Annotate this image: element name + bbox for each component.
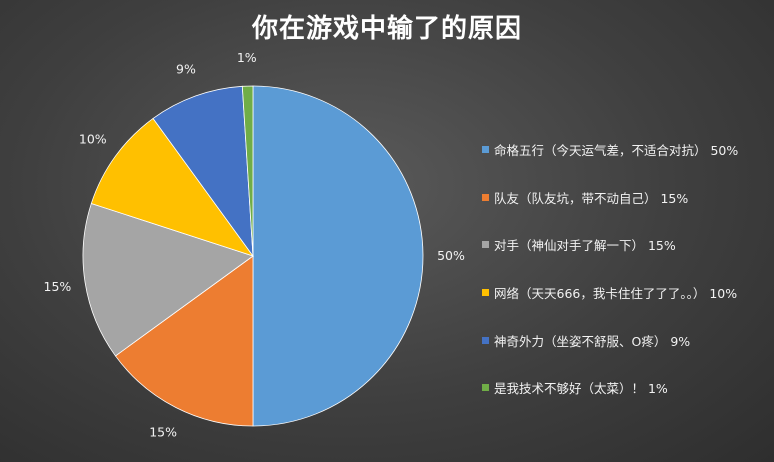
legend-swatch	[482, 384, 489, 392]
legend-label: 队友（队友坑，带不动自己） 15%	[494, 190, 689, 206]
pie-slice	[252, 85, 424, 427]
legend-swatch	[482, 193, 489, 201]
legend-item: 网络（天天666，我卡住住了了了。。） 10%	[482, 269, 772, 317]
legend-label: 网络（天天666，我卡住住了了了。。） 10%	[494, 286, 738, 302]
legend-label: 是我技术不够好（太菜）！ 1%	[494, 381, 668, 397]
slice-data-label: 9%	[176, 62, 196, 77]
slice-data-label: 1%	[237, 50, 257, 65]
legend-item: 队友（队友坑，带不动自己） 15%	[482, 174, 772, 222]
legend-item: 是我技术不够好（太菜）！ 1%	[482, 364, 772, 412]
slice-data-label: 15%	[149, 424, 177, 439]
pie-slice	[114, 255, 254, 427]
legend-item: 神奇外力（坐姿不舒服、O疼） 9%	[482, 316, 772, 364]
slice-data-label: 10%	[79, 132, 107, 147]
legend-swatch	[482, 146, 489, 154]
legend-label: 命格五行（今天运气差，不适合对抗） 50%	[494, 143, 739, 159]
pie-slice	[90, 117, 255, 257]
pie-slice	[241, 85, 254, 257]
chart-title: 你在游戏中输了的原因	[251, 14, 522, 44]
legend-item: 对手（神仙对手了解一下） 15%	[482, 221, 772, 269]
slice-data-label: 15%	[44, 279, 72, 294]
legend-label: 神奇外力（坐姿不舒服、O疼） 9%	[494, 333, 691, 349]
legend-swatch	[482, 336, 489, 344]
pie-slice	[152, 85, 254, 258]
pie-slice	[82, 202, 254, 357]
legend-item: 命格五行（今天运气差，不适合对抗） 50%	[482, 126, 772, 174]
legend: 命格五行（今天运气差，不适合对抗） 50% 队友（队友坑，带不动自己） 15% …	[482, 126, 772, 412]
slice-data-label: 50%	[437, 248, 465, 263]
legend-label: 对手（神仙对手了解一下） 15%	[494, 238, 676, 254]
legend-swatch	[482, 289, 489, 297]
legend-swatch	[482, 241, 489, 249]
